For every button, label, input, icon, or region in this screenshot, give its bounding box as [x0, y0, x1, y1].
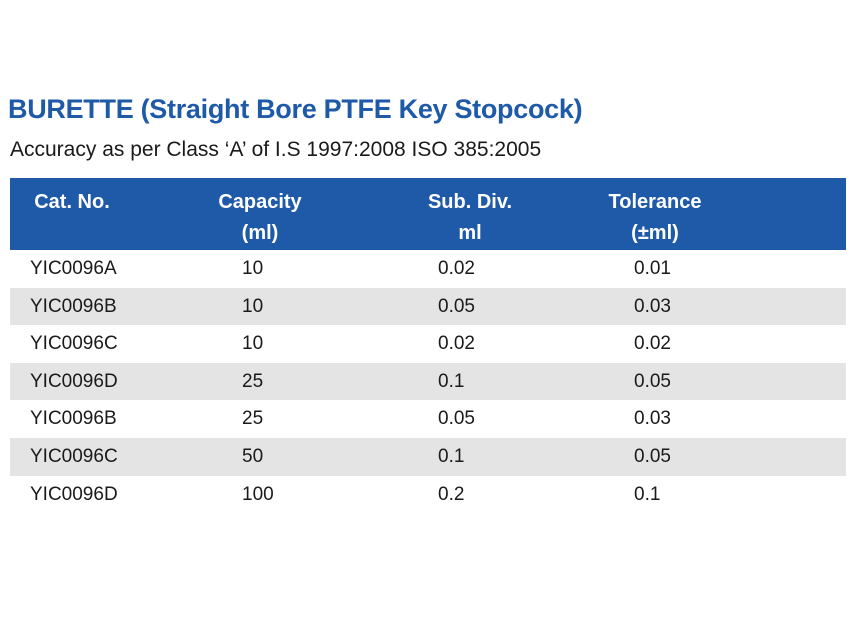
header-capacity: Capacity (ml): [218, 191, 302, 244]
table-row: YIC0096B 10 0.05 0.03: [10, 287, 846, 326]
cell-capacity: 50: [242, 445, 264, 467]
cell-tolerance: 0.03: [634, 295, 671, 317]
cell-tolerance: 0.05: [634, 445, 671, 467]
cell-cat-no: YIC0096D: [30, 483, 118, 505]
table-row: YIC0096A 10 0.02 0.01: [10, 250, 846, 288]
table-row: YIC0096C 50 0.1 0.05: [10, 437, 846, 476]
cell-capacity: 25: [242, 370, 264, 392]
cell-sub-div: 0.05: [438, 408, 475, 430]
cell-cat-no: YIC0096C: [30, 445, 118, 467]
cell-cat-no: YIC0096B: [30, 295, 117, 317]
cell-tolerance: 0.03: [634, 408, 671, 430]
cell-capacity: 10: [242, 333, 264, 355]
cell-cat-no: YIC0096A: [30, 258, 117, 279]
header-cat-no: Cat. No.: [34, 191, 110, 213]
cell-tolerance: 0.05: [634, 370, 671, 392]
cell-capacity: 10: [242, 258, 264, 279]
cell-tolerance: 0.1: [634, 483, 661, 505]
cell-sub-div: 0.05: [438, 295, 475, 317]
cell-sub-div: 0.02: [438, 258, 475, 279]
header-sub-div: Sub. Div. ml: [427, 191, 513, 244]
page-subtitle: Accuracy as per Class ‘A’ of I.S 1997:20…: [10, 138, 542, 161]
table-header: Cat. No. Capacity (ml) Sub. Div. ml Tole…: [10, 178, 846, 250]
table-row: YIC0096C 10 0.02 0.02: [10, 325, 846, 363]
page-title: BURETTE (Straight Bore PTFE Key Stopcock…: [8, 94, 583, 124]
cell-sub-div: 0.02: [438, 333, 475, 355]
table-row: YIC0096D 100 0.2 0.1: [10, 476, 846, 514]
header-tolerance: Tolerance (±ml): [608, 191, 702, 244]
table-row: YIC0096D 25 0.1 0.05: [10, 362, 846, 401]
cell-cat-no: YIC0096B: [30, 408, 117, 430]
cell-sub-div: 0.1: [438, 445, 465, 467]
cell-cat-no: YIC0096C: [30, 333, 118, 355]
cell-capacity: 25: [242, 408, 264, 430]
cell-tolerance: 0.01: [634, 258, 671, 279]
table-row: YIC0096B 25 0.05 0.03: [10, 400, 846, 438]
spec-table: Cat. No. Capacity (ml) Sub. Div. ml Tole…: [10, 178, 846, 513]
cell-tolerance: 0.02: [634, 333, 671, 355]
cell-capacity: 10: [242, 295, 264, 317]
cell-capacity: 100: [242, 483, 274, 505]
cell-sub-div: 0.1: [438, 370, 465, 392]
cell-cat-no: YIC0096D: [30, 370, 118, 392]
cell-sub-div: 0.2: [438, 483, 465, 505]
